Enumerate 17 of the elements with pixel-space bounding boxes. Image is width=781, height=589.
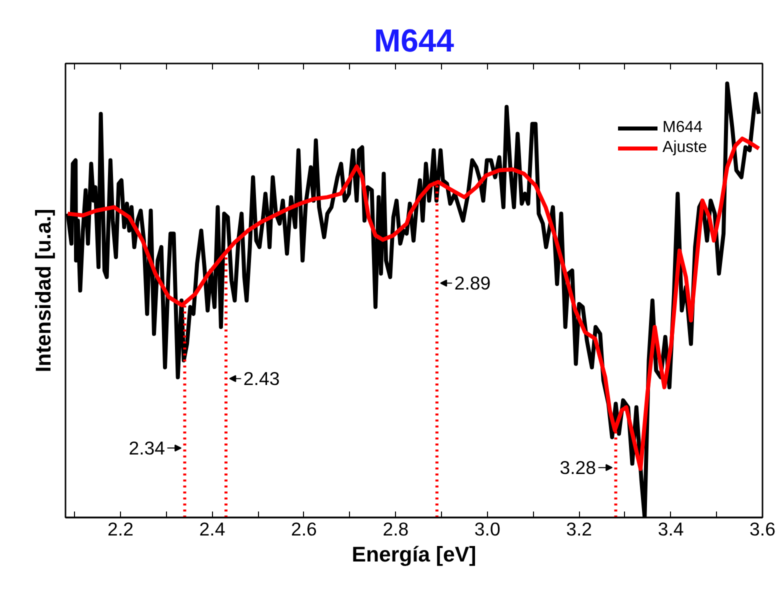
legend-label: Ajuste bbox=[662, 139, 707, 157]
x-axis-title: Energía [eV] bbox=[352, 542, 476, 566]
ref-line-label: 2.34 bbox=[128, 438, 166, 459]
x-tick-label: 2.8 bbox=[382, 518, 409, 540]
x-tick-label: 2.4 bbox=[199, 518, 226, 540]
x-tick-label: 3.0 bbox=[474, 518, 500, 540]
ref-line-label: 3.28 bbox=[560, 457, 596, 478]
x-tick-label: 3.2 bbox=[566, 518, 592, 540]
chart-title: M644 bbox=[374, 22, 454, 58]
x-tick-label: 3.4 bbox=[658, 518, 684, 540]
ref-line-label: 2.89 bbox=[454, 272, 491, 294]
x-tick-label: 3.6 bbox=[750, 518, 776, 540]
x-tick-label: 2.6 bbox=[290, 518, 317, 540]
legend-label: M644 bbox=[662, 119, 703, 137]
ref-line-label: 2.43 bbox=[243, 368, 280, 390]
y-axis-title: Intensidad [u.a.] bbox=[32, 208, 56, 372]
x-tick-label: 2.2 bbox=[108, 518, 134, 540]
